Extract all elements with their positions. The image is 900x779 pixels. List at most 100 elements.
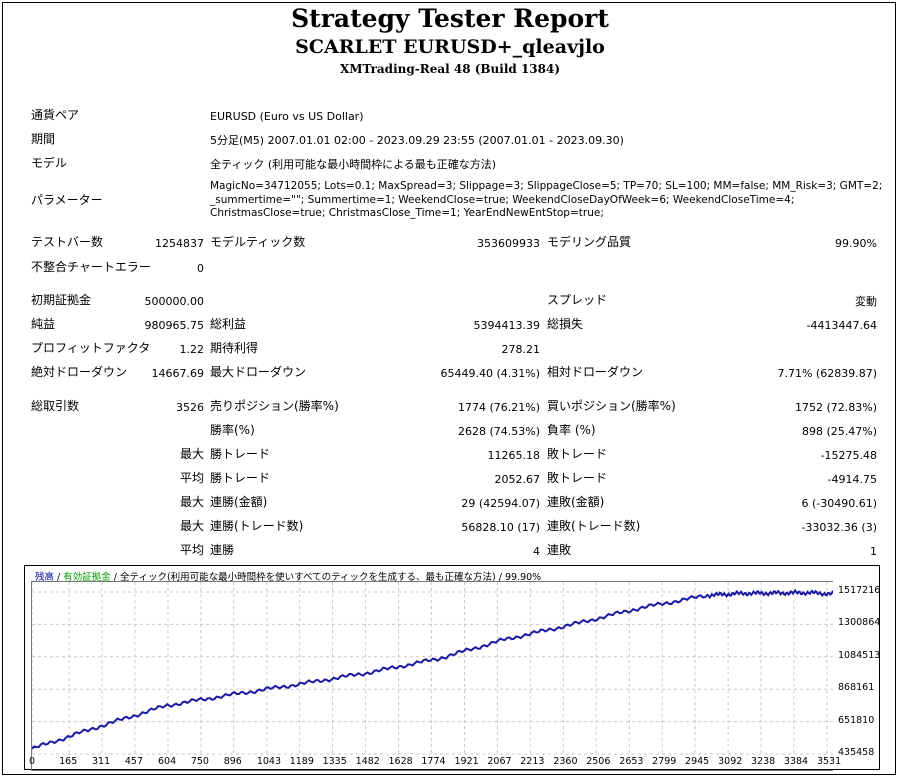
gross-profit-label: 総利益 (210, 317, 247, 331)
max-cons-lossamt-label: 連敗(トレード数) (547, 519, 641, 533)
x-tick-label: 0 (29, 756, 36, 767)
balance-chart: 残高 / 有効証拠金 / 全ティック(利用可能な最小時間枠を使いすべてのティック… (24, 565, 881, 771)
max-cons-profit-value: 56828.10 (17) (461, 521, 540, 534)
largest-win-label: 勝トレード (210, 447, 271, 461)
errors-label: 不整合チャートエラー (31, 260, 151, 274)
pair-label: 通貨ペア (31, 108, 80, 122)
pair-value: EURUSD (Euro vs US Dollar) (210, 110, 364, 123)
x-tick-label: 2213 (520, 756, 545, 767)
report-title: Strategy Tester Report (291, 4, 609, 33)
payoff-label: 期待利得 (210, 341, 259, 355)
y-tick-label: 1517216 (838, 585, 881, 596)
avg-word: 平均 (179, 543, 204, 557)
ea-name: SCARLET EURUSD+_qleavjlo (295, 36, 605, 58)
pf-value: 1.22 (179, 343, 205, 356)
x-tick-label: 2945 (685, 756, 710, 767)
long-value: 1752 (72.83%) (794, 401, 877, 414)
avg-loss-value: -4914.75 (827, 473, 877, 486)
avg-cons-win-label: 連勝 (210, 543, 235, 557)
max-cons-win-value: 29 (42594.07) (461, 497, 540, 510)
max-cons-loss-label: 連敗(金額) (547, 495, 605, 509)
chart-plot-area (31, 581, 833, 771)
chart-svg (32, 582, 833, 756)
x-tick-label: 165 (59, 756, 78, 767)
rel-dd-label: 相対ドローダウン (547, 365, 644, 379)
x-tick-label: 2799 (652, 756, 677, 767)
loss-value: 898 (25.47%) (801, 425, 877, 438)
legend-equity: 有効証拠金 (63, 572, 111, 583)
avg-cons-loss-value: 1 (870, 545, 877, 558)
max-cons-loss-value: 6 (-30490.61) (801, 497, 877, 510)
short-value: 1774 (76.21%) (457, 401, 540, 414)
x-tick-label: 896 (223, 756, 242, 767)
deposit-value: 500000.00 (144, 295, 205, 308)
ticks-value: 353609933 (477, 237, 540, 250)
trades-label: 総取引数 (31, 399, 80, 413)
period-label: 期間 (31, 132, 56, 146)
quality-value: 99.90% (835, 237, 877, 250)
largest-loss-value: -15275.48 (820, 449, 877, 462)
balance-line (32, 588, 833, 750)
bars-label: テストバー数 (31, 235, 104, 249)
x-tick-label: 3384 (783, 756, 809, 767)
gross-loss-value: -4413447.64 (806, 319, 877, 332)
params-label: パラメーター (31, 193, 103, 207)
abs-dd-value: 14667.69 (151, 367, 205, 380)
long-label: 買いポジション(勝率%) (547, 399, 676, 413)
chart-legend: 残高 / 有効証拠金 / 全ティック(利用可能な最小時間枠を使いすべてのティック… (35, 569, 541, 583)
x-tick-label: 3092 (718, 756, 743, 767)
y-tick-label: 868161 (838, 682, 875, 694)
period-value: 5分足(M5) 2007.01.01 02:00 - 2023.09.29 23… (210, 134, 624, 147)
x-tick-label: 311 (92, 756, 111, 767)
max-word: 最大 (179, 495, 204, 509)
largest-win-value: 11265.18 (487, 449, 541, 462)
avg-loss-label: 敗トレード (547, 471, 608, 485)
x-tick-label: 1628 (388, 756, 413, 767)
legend-separator: / (54, 572, 64, 583)
x-tick-label: 1043 (256, 756, 281, 767)
avg-win-value: 2052.67 (494, 473, 541, 486)
x-tick-label: 2653 (619, 756, 644, 767)
pf-label: プロフィットファクタ (31, 341, 151, 355)
gross-loss-label: 総損失 (547, 317, 584, 331)
win-label: 勝率(%) (210, 423, 255, 437)
ticks-label: モデルティック数 (210, 235, 306, 249)
bars-value: 1254837 (155, 237, 204, 250)
legend-description: / 全ティック(利用可能な最小時間枠を使いすべてのティックを生成する、最も正確な… (110, 572, 542, 583)
largest-loss-label: 敗トレード (547, 447, 608, 461)
spread-label: スプレッド (547, 293, 608, 307)
x-tick-label: 3238 (751, 756, 776, 767)
model-value: 全ティック (利用可能な最小時間枠による最も正確な方法) (210, 158, 497, 171)
deposit-label: 初期証拠金 (31, 293, 92, 307)
short-label: 売りポジション(勝率%) (210, 399, 339, 413)
max-cons-win-label: 連勝(金額) (210, 495, 268, 509)
net-label: 純益 (31, 317, 56, 331)
x-tick-label: 1482 (355, 756, 380, 767)
x-tick-label: 457 (124, 756, 144, 767)
params-value: MagicNo=34712055; Lots=0.1; MaxSpread=3;… (210, 180, 883, 219)
x-tick-label: 2506 (586, 756, 611, 767)
errors-value: 0 (197, 262, 204, 275)
gross-profit-value: 5394413.39 (473, 319, 540, 332)
payoff-value: 278.21 (501, 343, 541, 356)
y-tick-label: 651810 (838, 714, 875, 726)
spread-value: 変動 (855, 295, 877, 308)
x-tick-label: 604 (157, 756, 177, 767)
x-tick-label: 1921 (454, 756, 479, 767)
x-tick-label: 3531 (816, 756, 842, 767)
x-tick-label: 1774 (421, 756, 446, 767)
win-value: 2628 (74.53%) (457, 425, 540, 438)
max-cons-lossamt-value: -33032.36 (3) (801, 521, 877, 534)
abs-dd-label: 絶対ドローダウン (31, 365, 128, 379)
avg-cons-loss-label: 連敗 (547, 543, 572, 557)
max-dd-label: 最大ドローダウン (210, 365, 307, 379)
server-name: XMTrading-Real 48 (Build 1384) (339, 62, 561, 76)
x-tick-label: 2360 (553, 756, 578, 767)
net-value: 980965.75 (144, 319, 205, 332)
x-tick-label: 1335 (322, 756, 347, 767)
quality-label: モデリング品質 (547, 235, 632, 249)
y-tick-label: 1084513 (838, 649, 881, 661)
avg-win-label: 勝トレード (210, 471, 271, 485)
rel-dd-value: 7.71% (62839.87) (777, 367, 877, 380)
x-tick-label: 2067 (487, 756, 512, 767)
